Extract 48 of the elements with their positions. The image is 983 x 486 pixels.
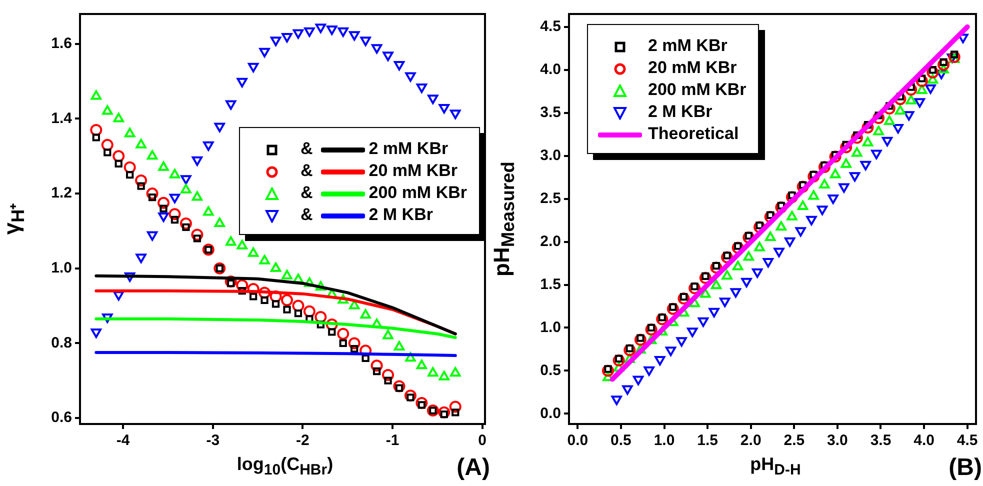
x-tick-label: -1 xyxy=(386,432,400,450)
y-tick-label: 0.5 xyxy=(540,362,561,379)
y-tick-label: 2.5 xyxy=(540,190,561,207)
y-tick-label: 1.4 xyxy=(51,110,73,127)
x-tick-label: 2.0 xyxy=(740,432,762,450)
x-tick-label: 0 xyxy=(478,432,486,450)
x-tick-label: 1.5 xyxy=(697,432,718,450)
legend-label: 2 M KBr xyxy=(648,102,712,121)
x-tick-label: -2 xyxy=(296,432,310,450)
y-tick-label: 1.2 xyxy=(51,184,72,202)
legend-label: & xyxy=(300,139,313,158)
x-tick-label: 4.5 xyxy=(956,432,978,450)
legend-label: 20 mM KBr xyxy=(648,58,737,77)
x-axis-title: pH$_{D-H}$ xyxy=(750,454,801,479)
legend-label: 2 mM KBr xyxy=(368,139,448,158)
y-tick-label: 2.0 xyxy=(540,232,561,250)
x-tick-label: -3 xyxy=(206,432,220,450)
legend-label: & xyxy=(300,183,313,202)
legend-label: & xyxy=(300,205,313,224)
legend-label: 200 mM KBr xyxy=(648,80,746,99)
x-tick-label: 1.0 xyxy=(654,432,675,450)
x-tick-label: 3.0 xyxy=(827,432,848,450)
y-tick-label: 1.0 xyxy=(51,260,72,277)
y-tick-label: 0.6 xyxy=(51,409,72,426)
y-tick-label: 4.5 xyxy=(540,18,561,36)
x-tick-label: -4 xyxy=(116,432,130,450)
legend-label: 20 mM KBr xyxy=(368,161,458,180)
legend-label: Theoretical xyxy=(648,124,739,143)
x-tick-label: 3.5 xyxy=(870,432,892,450)
y-tick-label: 1.0 xyxy=(540,318,561,336)
y-tick-label: 3.0 xyxy=(540,146,561,164)
y-tick-label: 0.8 xyxy=(51,334,72,352)
text: (A) xyxy=(456,454,490,482)
y-tick-label: 4.0 xyxy=(540,61,561,78)
x-tick-label: 4.0 xyxy=(914,432,934,450)
x-axis-title: log$_{10}$(C$_{HBr}$) xyxy=(236,454,334,479)
y-tick-label: 3.5 xyxy=(540,104,561,121)
y-tick-label: 1.5 xyxy=(540,276,561,293)
text: (B) xyxy=(948,454,982,482)
x-tick-label: 0.5 xyxy=(610,432,632,450)
legend-label: & xyxy=(300,161,313,180)
y-tick-label: 0.0 xyxy=(540,404,561,422)
x-tick-label: 2.5 xyxy=(784,432,805,450)
legend-label: 2 mM KBr xyxy=(648,36,728,55)
y-tick-label: 1.6 xyxy=(51,35,72,52)
x-tick-label: 0.0 xyxy=(567,432,588,450)
legend-label: 200 mM KBr xyxy=(368,183,467,202)
legend-label: 2 M KBr xyxy=(368,205,433,224)
